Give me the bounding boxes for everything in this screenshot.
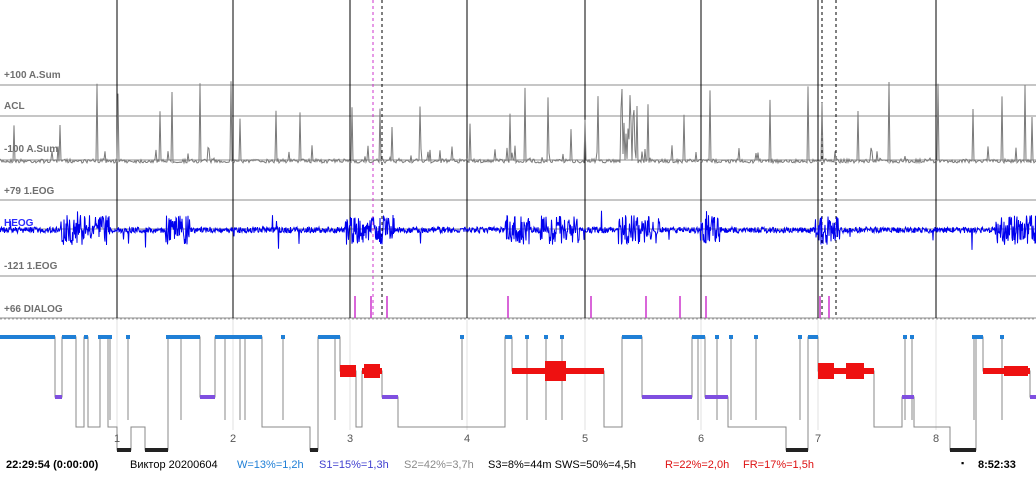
wake-marker — [910, 335, 914, 339]
eog-scale-bottom-label: -121 1.EOG — [4, 261, 58, 272]
hypnogram-wake-bar — [505, 335, 512, 339]
hypnogram-s1-bar — [705, 395, 728, 399]
hypnogram-s3-bar — [950, 448, 976, 452]
hypnogram-wake-bar — [84, 335, 88, 339]
start-time: 22:29:54 (0:00:00) — [6, 459, 99, 471]
hypnogram-wake-bar — [976, 335, 983, 339]
wake-marker — [972, 335, 976, 339]
signal-chart[interactable]: 1 2 3 4 5 6 7 8 — [0, 0, 1036, 454]
wake-marker — [729, 335, 733, 339]
hypnogram-s3-bar — [117, 448, 131, 452]
hour-tick-label: 2 — [230, 433, 236, 445]
wake-marker — [798, 335, 802, 339]
hypnogram-wake-bar — [622, 335, 642, 339]
hypnogram-wake-bar — [62, 335, 76, 339]
wake-marker — [460, 335, 464, 339]
hypnogram-wake-bar — [215, 335, 262, 339]
hour-tick-label: 3 — [347, 433, 353, 445]
hypnogram-s3-bar — [145, 448, 168, 452]
hypnogram-rem-block — [340, 365, 356, 377]
stat-wake: W=13%=1,2h — [237, 459, 304, 471]
wake-marker — [525, 335, 529, 339]
record-name: Виктор 20200604 — [130, 459, 218, 471]
wake-marker — [715, 335, 719, 339]
status-bar: 22:29:54 (0:00:00) Виктор 20200604 W=13%… — [0, 454, 1036, 478]
cursor-marker-icon: ▪ — [961, 458, 965, 468]
hour-tick-label: 6 — [698, 433, 704, 445]
stat-free-rem: FR=17%=1,5h — [743, 459, 814, 471]
eog-channel-name: HEOG — [4, 218, 34, 229]
wake-marker — [108, 335, 112, 339]
stat-s3-sws: S3=8%=44m SWS=50%=4,5h — [488, 459, 636, 471]
hypnogram-rem-block — [1004, 366, 1028, 376]
hour-tick-label: 8 — [933, 433, 939, 445]
hypnogram-s3-bar — [786, 448, 808, 452]
hypnogram-wake-bar — [318, 335, 340, 339]
dialog-scale-top-label: +66 DIALOG — [4, 304, 63, 315]
hypnogram-s1-bar — [200, 395, 215, 399]
wake-marker — [754, 335, 758, 339]
hour-tick-label: 5 — [582, 433, 588, 445]
hypnogram-rem-block — [846, 363, 864, 379]
wake-marker — [281, 335, 285, 339]
hypnogram-s3-bar — [310, 448, 318, 452]
hypnogram-wake-bar — [692, 335, 705, 339]
wake-marker — [126, 335, 130, 339]
hypnogram-wake-bar — [168, 335, 200, 339]
wake-marker — [560, 335, 564, 339]
stat-s2: S2=42%=3,7h — [404, 459, 474, 471]
acl-channel-name: ACL — [4, 101, 25, 112]
wake-marker — [1000, 335, 1004, 339]
stat-rem: R=22%=2,0h — [665, 459, 730, 471]
stat-s1: S1=15%=1,3h — [319, 459, 389, 471]
hour-tick-label: 4 — [464, 433, 470, 445]
eog-trace — [0, 210, 1036, 250]
hypnogram-wake-bar — [0, 335, 55, 339]
hypnogram-s1-bar — [1030, 395, 1036, 399]
acl-scale-top-label: +100 A.Sum — [4, 70, 61, 81]
hypnogram-line — [0, 336, 1036, 451]
hypnogram-s1-bar — [382, 395, 398, 399]
hypnogram-wake-bar — [808, 335, 818, 339]
hypnogram-s1-bar — [642, 395, 692, 399]
hypnogram-s1-bar — [55, 395, 62, 399]
end-time: 8:52:33 — [978, 459, 1016, 471]
hour-tick-label: 7 — [815, 433, 821, 445]
hypnogram-rem-block — [818, 363, 834, 379]
hypnogram-rem-block — [545, 361, 566, 381]
acl-trace — [0, 81, 1036, 165]
wake-marker — [903, 335, 907, 339]
wake-marker — [544, 335, 548, 339]
hypnogram-s1-bar — [902, 395, 914, 399]
eog-scale-top-label: +79 1.EOG — [4, 186, 55, 197]
hypnogram-rem-block — [364, 364, 380, 378]
acl-scale-bottom-label: -100 A.Sum — [4, 144, 59, 155]
hypnogram-wake-bar — [100, 335, 108, 339]
hour-tick-label: 1 — [114, 433, 120, 445]
